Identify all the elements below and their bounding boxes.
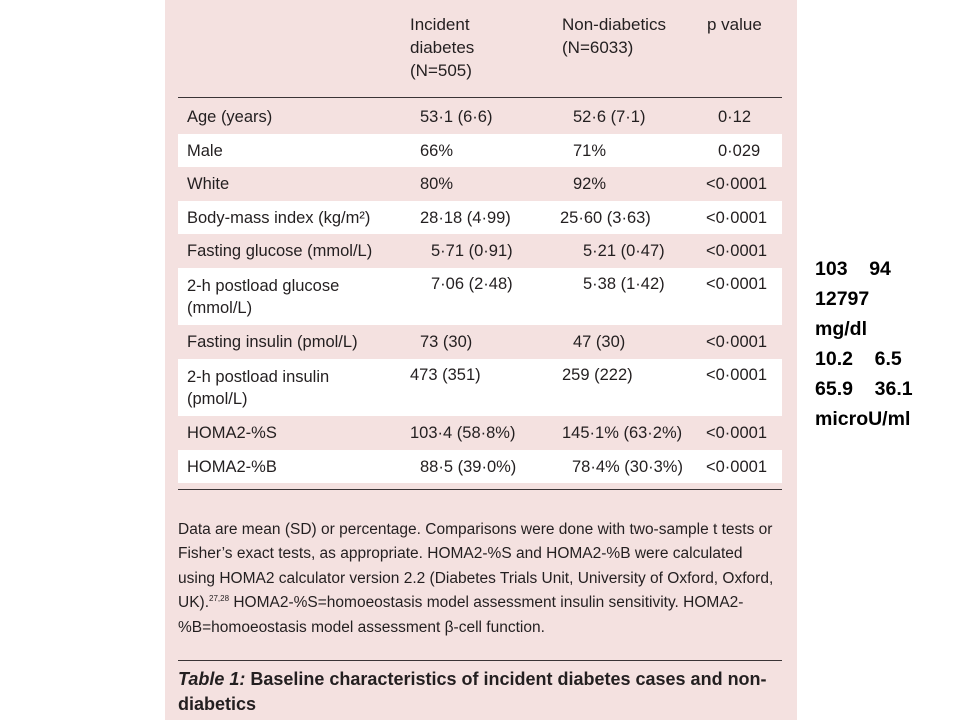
side-annotations: 103 94 12797 mg/dl 10.2 6.5 65.9 36.1 mi… [815,254,913,434]
row-value-diabetes: 5·71 (0·91) [431,242,513,260]
annotation-line: mg/dl [815,318,867,340]
row-label: Fasting glucose (mmol/L) [187,242,373,260]
row-value-nondiabetics: 52·6 (7·1) [573,108,646,126]
row-value-diabetes: 103·4 (58·8%) [410,424,516,442]
row-label: Body-mass index (kg/m²) [187,208,371,227]
row-value-nondiabetics: 5·38 (1·42) [583,275,665,293]
row-p-value: <0·0001 [706,333,768,351]
row-value-diabetes: 66% [420,141,454,160]
footnote-text-definitions: HOMA2-%S=homoeostasis model assessment i… [178,594,744,636]
annotation-line: 103 94 [815,258,891,280]
row-p-value: <0·0001 [706,424,768,442]
row-value-nondiabetics: 92% [573,175,607,193]
header-non-diabetics: Non-diabetics (N=6033) [562,15,666,57]
row-p-value: <0·0001 [706,457,768,476]
table-top-rule [178,97,782,98]
annotation-line: 10.2 6.5 [815,348,902,370]
table-body: Age (years) 53·1 (6·6) 52·6 (7·1) 0·12 M… [178,100,782,483]
table-footnote: Data are mean (SD) or percentage. Compar… [178,518,783,640]
caption-rule [178,660,782,661]
row-p-value: <0·0001 [706,275,768,293]
row-value-diabetes: 473 (351) [410,366,481,384]
row-label: Age (years) [187,108,273,126]
table-bottom-rule [178,489,782,490]
header-incident-diabetes: Incident diabetes (N=505) [410,15,475,80]
row-value-nondiabetics: 5·21 (0·47) [583,242,665,260]
table-row: 2-h postload glucose (mmol/L) 7·06 (2·48… [178,268,782,325]
row-value-nondiabetics: 25·60 (3·63) [560,208,651,227]
row-value-nondiabetics: 145·1% (63·2%) [562,424,683,442]
row-value-diabetes: 80% [420,175,454,193]
table-row: Fasting insulin (pmol/L) 73 (30) 47 (30)… [178,325,782,359]
row-value-nondiabetics: 47 (30) [573,333,626,351]
table-caption: Table 1: Baseline characteristics of inc… [178,667,778,717]
annotation-line: 65.9 36.1 [815,378,913,400]
row-value-nondiabetics: 259 (222) [562,366,633,384]
annotation-line: microU/ml [815,408,911,430]
footnote-reference: 27,28 [209,594,230,604]
table-panel: Incident diabetes (N=505) Non-diabetics … [165,0,797,720]
row-label: 2-h postload glucose (mmol/L) [187,276,340,317]
row-label: Male [187,141,223,160]
table-row: Age (years) 53·1 (6·6) 52·6 (7·1) 0·12 [178,100,782,134]
row-value-diabetes: 7·06 (2·48) [431,275,513,293]
footnote-text: Data are mean (SD) or percentage. Compar… [178,521,774,612]
row-p-value: 0·12 [718,108,752,126]
row-value-diabetes: 73 (30) [420,333,473,351]
table-row: 2-h postload insulin (pmol/L) 473 (351) … [178,359,782,416]
row-value-diabetes: 88·5 (39·0%) [420,457,517,476]
row-p-value: 0·029 [718,141,761,160]
row-label: White [187,175,230,193]
row-value-diabetes: 53·1 (6·6) [420,108,493,126]
table-row: Male 66% 71% 0·029 [178,134,782,167]
row-label: 2-h postload insulin (pmol/L) [187,367,330,408]
row-p-value: <0·0001 [706,242,768,260]
table-row: Body-mass index (kg/m²) 28·18 (4·99) 25·… [178,201,782,234]
row-value-diabetes: 28·18 (4·99) [420,208,511,227]
annotation-line: 12797 [815,288,870,310]
table-row: Fasting glucose (mmol/L) 5·71 (0·91) 5·2… [178,234,782,268]
caption-label: Table 1: [178,669,246,689]
header-p-value: p value [707,15,762,34]
row-p-value: <0·0001 [706,366,768,384]
table-row: HOMA2-%B 88·5 (39·0%) 78·4% (30·3%) <0·0… [178,450,782,483]
table-row: HOMA2-%S 103·4 (58·8%) 145·1% (63·2%) <0… [178,416,782,450]
row-p-value: <0·0001 [706,208,768,227]
caption-text: Baseline characteristics of incident dia… [178,669,767,714]
row-label: HOMA2-%S [187,424,277,442]
row-p-value: <0·0001 [706,175,768,193]
row-value-nondiabetics: 71% [573,141,607,160]
row-label: HOMA2-%B [187,457,277,476]
row-value-nondiabetics: 78·4% (30·3%) [572,457,683,476]
row-label: Fasting insulin (pmol/L) [187,333,358,351]
table-row: White 80% 92% <0·0001 [178,167,782,201]
